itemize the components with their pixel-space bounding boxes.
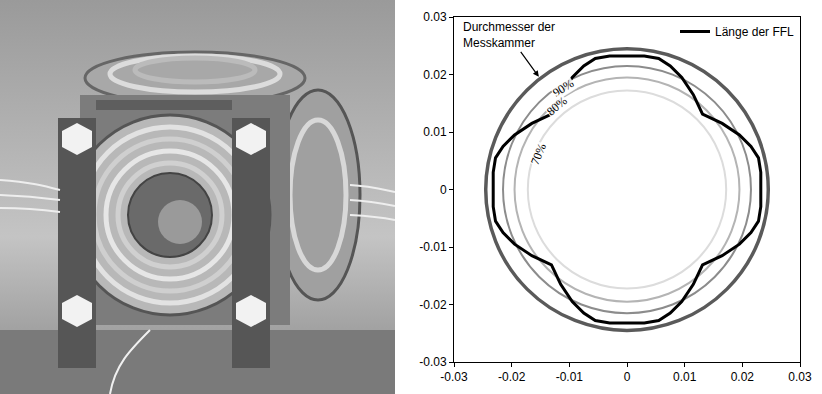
svg-text:0.02: 0.02 bbox=[423, 68, 447, 82]
svg-text:0: 0 bbox=[624, 370, 631, 384]
svg-text:80%: 80% bbox=[544, 94, 570, 119]
svg-text:0.01: 0.01 bbox=[423, 125, 447, 139]
svg-text:-0.03: -0.03 bbox=[419, 355, 447, 369]
svg-text:0.02: 0.02 bbox=[731, 370, 755, 384]
svg-text:Durchmesser derMesskammer: Durchmesser derMesskammer bbox=[463, 20, 555, 50]
svg-text:0.03: 0.03 bbox=[788, 370, 812, 384]
svg-text:0.03: 0.03 bbox=[423, 10, 447, 24]
svg-text:0.01: 0.01 bbox=[673, 370, 697, 384]
svg-text:-0.03: -0.03 bbox=[440, 370, 468, 384]
svg-text:-0.01: -0.01 bbox=[419, 240, 447, 254]
svg-text:0: 0 bbox=[440, 183, 447, 197]
svg-text:90%: 90% bbox=[550, 76, 576, 100]
svg-text:-0.02: -0.02 bbox=[498, 370, 526, 384]
svg-text:Länge der FFL: Länge der FFL bbox=[715, 25, 794, 39]
svg-text:-0.01: -0.01 bbox=[556, 370, 584, 384]
svg-text:70%: 70% bbox=[528, 141, 549, 167]
svg-text:-0.02: -0.02 bbox=[419, 298, 447, 312]
